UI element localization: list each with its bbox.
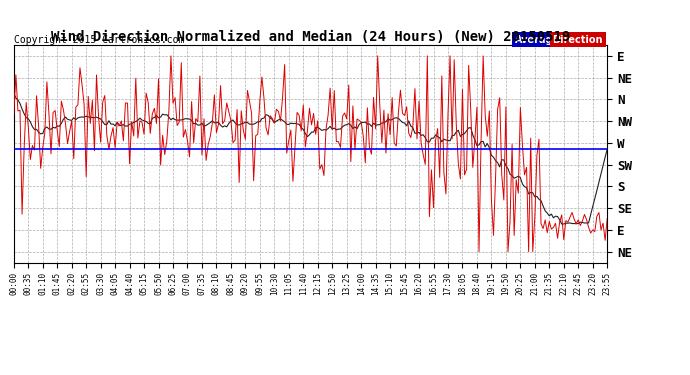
Text: Copyright 2015 Cartronics.com: Copyright 2015 Cartronics.com	[14, 34, 185, 45]
Text: Direction: Direction	[553, 34, 603, 45]
Text: Average: Average	[515, 34, 560, 45]
Title: Wind Direction Normalized and Median (24 Hours) (New) 20150519: Wind Direction Normalized and Median (24…	[51, 30, 570, 44]
